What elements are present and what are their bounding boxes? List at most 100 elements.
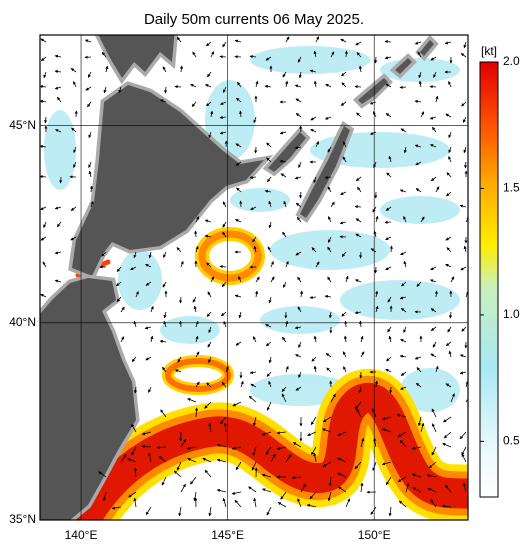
current-arrow (328, 236, 332, 243)
current-arrow (386, 356, 392, 362)
current-arrow (324, 116, 332, 120)
current-arrow (268, 356, 272, 364)
current-arrow (87, 71, 92, 78)
current-arrow (210, 51, 215, 58)
current-arrow (417, 51, 422, 58)
current-arrow (265, 324, 272, 328)
current-arrow (195, 381, 200, 388)
current-arrow (238, 276, 242, 283)
current-arrow (297, 276, 302, 283)
current-arrow (141, 444, 152, 449)
current-arrow (89, 185, 94, 193)
current-arrow (219, 131, 227, 135)
current-arrow (128, 491, 137, 498)
current-arrow (463, 146, 467, 154)
current-arrow (359, 320, 363, 328)
current-arrow (144, 326, 152, 330)
current-arrow (88, 161, 92, 169)
current-arrow (309, 491, 317, 500)
current-arrow (223, 422, 227, 433)
current-arrow (276, 446, 287, 451)
current-arrow (354, 205, 362, 209)
current-arrow (399, 85, 407, 89)
current-arrow (385, 83, 392, 88)
current-arrow (141, 431, 152, 436)
current-arrow (464, 161, 468, 169)
current-arrow (447, 326, 452, 333)
current-arrow (270, 276, 275, 283)
current-arrow (327, 246, 332, 253)
current-arrow (327, 491, 332, 502)
current-arrow (103, 86, 107, 94)
current-arrow (281, 386, 287, 392)
current-arrow (325, 353, 332, 358)
current-arrow (430, 144, 437, 148)
current-arrow (282, 231, 287, 238)
current-arrow (430, 499, 437, 508)
colorbar-unit: [kt] (481, 44, 497, 58)
current-arrow (179, 296, 183, 304)
current-arrow (400, 307, 407, 313)
current-arrow (206, 262, 212, 268)
current-arrow (435, 95, 439, 103)
current-arrow (54, 86, 62, 90)
current-arrow (420, 422, 425, 433)
current-arrow (261, 473, 272, 478)
current-arrow (325, 83, 332, 88)
current-arrow (221, 281, 227, 288)
current-arrow (40, 206, 47, 210)
current-arrow (295, 354, 302, 358)
current-arrow (412, 487, 422, 493)
current-arrow (313, 335, 317, 343)
current-arrow (375, 290, 379, 298)
current-arrow (340, 101, 347, 106)
current-arrow (204, 469, 212, 478)
current-arrow (102, 491, 107, 502)
current-arrow (131, 446, 137, 456)
lat-tick-label: 40°N (9, 315, 36, 329)
current-arrow (445, 236, 452, 241)
current-arrow (435, 186, 440, 193)
current-arrow (295, 202, 302, 208)
current-arrow (370, 506, 377, 515)
current-arrow (328, 311, 332, 319)
colorbar-tick-label: 1.5 (503, 181, 520, 195)
current-arrow (208, 422, 212, 433)
current-arrow (54, 279, 62, 283)
current-arrow (70, 206, 77, 211)
current-arrow (268, 296, 272, 304)
current-arrow (234, 55, 242, 59)
current-arrow (208, 506, 212, 517)
current-arrow (372, 461, 377, 472)
current-arrow (162, 66, 167, 73)
current-arrow (285, 454, 292, 463)
current-arrow (429, 116, 437, 120)
current-arrow (250, 383, 257, 388)
current-arrow (40, 144, 47, 149)
current-arrow (450, 276, 455, 283)
current-arrow (159, 339, 167, 344)
current-arrow (405, 482, 410, 493)
current-arrow (403, 216, 407, 223)
current-arrow (443, 431, 452, 439)
current-arrow (40, 56, 47, 62)
current-arrow (88, 170, 92, 178)
current-arrow (375, 215, 379, 223)
current-arrow (131, 356, 137, 363)
current-arrow (255, 276, 260, 283)
current-arrow (322, 416, 332, 423)
current-arrow (389, 386, 393, 394)
current-arrow (400, 338, 407, 343)
current-arrow (369, 131, 377, 135)
current-arrow (313, 452, 317, 463)
current-arrow (460, 53, 467, 58)
current-arrow (327, 276, 332, 283)
current-arrow (187, 398, 197, 403)
current-arrow (176, 36, 182, 43)
current-arrow (386, 172, 392, 178)
current-arrow (208, 356, 212, 364)
current-arrow (345, 498, 351, 508)
current-arrow (210, 110, 214, 118)
current-arrow (341, 251, 347, 258)
current-arrow (385, 266, 392, 271)
